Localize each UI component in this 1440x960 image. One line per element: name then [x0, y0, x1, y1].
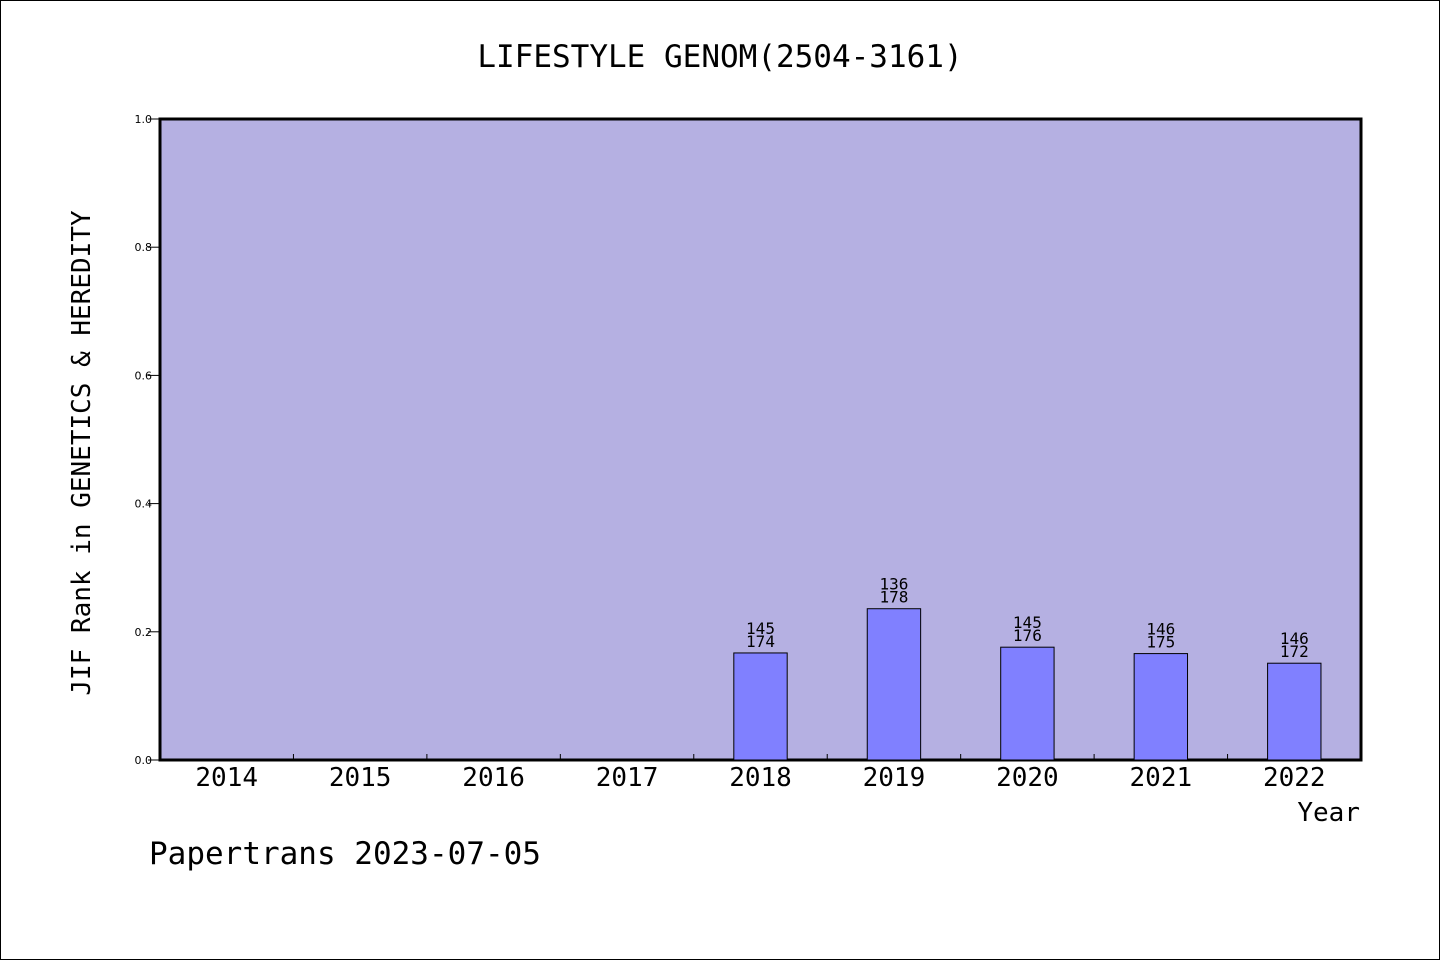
- x-tick-label: 2014: [195, 763, 258, 793]
- bar-label-rank: 145: [746, 619, 775, 638]
- x-tick-label: 2021: [1130, 763, 1193, 793]
- bar: [1267, 662, 1322, 761]
- bar: [1000, 646, 1055, 761]
- ticks-layer: 0.0 0.2 0.4 0.6 0.8 1.0 2014 2015 2016 2017 2018 20…: [135, 113, 1326, 793]
- bar-label-total: 176: [1013, 626, 1042, 645]
- bar-label-total: 174: [746, 632, 775, 651]
- x-tick-label: 2015: [329, 763, 392, 793]
- y-tick-label: 1.0: [135, 113, 153, 126]
- bar-label-total: 178: [879, 588, 908, 607]
- x-tick-label: 2019: [863, 763, 926, 793]
- bar-label-rank: 146: [1280, 629, 1309, 648]
- x-tick-label: 2016: [462, 763, 525, 793]
- footer-credit: Papertrans 2023-07-05: [149, 836, 541, 872]
- bar-label-rank: 146: [1146, 620, 1175, 639]
- bar: [733, 652, 788, 761]
- bar: [1133, 653, 1189, 761]
- y-tick-label: 0.6: [135, 369, 153, 382]
- chart-title: LIFESTYLE GENOM(2504-3161): [477, 39, 962, 75]
- bar-label-total: 172: [1280, 642, 1309, 661]
- y-axis-label: JIF Rank in GENETICS & HEREDITY: [67, 210, 97, 696]
- bar-label-total: 175: [1146, 633, 1175, 652]
- x-tick-label: 2018: [729, 763, 792, 793]
- y-tick-label: 0.0: [135, 754, 153, 767]
- y-tick-label: 0.4: [135, 498, 153, 511]
- bar-label-rank: 145: [1013, 613, 1042, 632]
- x-tick-label: 2017: [596, 763, 659, 793]
- y-tick-label: 0.8: [135, 241, 153, 254]
- y-tick-label: 0.2: [135, 626, 153, 639]
- bar: [866, 608, 922, 761]
- bar-label-rank: 136: [879, 575, 908, 594]
- x-axis-label: Year: [1297, 798, 1360, 828]
- x-tick-label: 2020: [996, 763, 1059, 793]
- x-tick-label: 2022: [1263, 763, 1326, 793]
